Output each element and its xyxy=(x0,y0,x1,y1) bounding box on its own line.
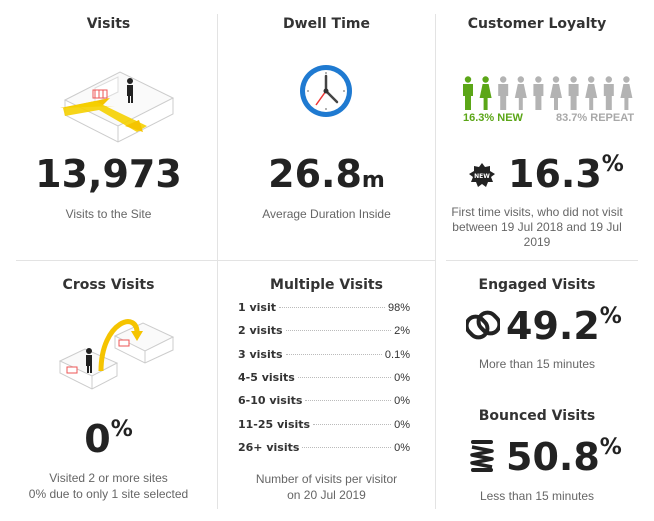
row-value: 0.1% xyxy=(384,348,410,361)
visits-title: Visits xyxy=(86,16,131,32)
row-label: 6-10 visits xyxy=(238,394,303,408)
multiple-title: Multiple Visits xyxy=(270,277,383,293)
loyalty-unit: % xyxy=(601,152,624,177)
bounced-panel: Bounced Visits 50.8% Less than 15 minute… xyxy=(436,391,638,521)
loyalty-title: Customer Loyalty xyxy=(467,16,607,32)
multiple-visits-row: 1 visit 98% xyxy=(238,301,410,319)
spring-icon xyxy=(470,440,494,472)
person-repeat-icon xyxy=(498,76,509,110)
new-badge-icon: NEW xyxy=(469,163,495,187)
multiple-visits-row: 11-25 visits 0% xyxy=(238,418,410,436)
person-repeat-icon xyxy=(550,76,562,110)
engaged-caption: More than 15 minutes xyxy=(478,357,596,371)
cross-site-icon xyxy=(58,319,175,390)
row-label: 1 visit xyxy=(238,301,277,314)
divider-horizontal-left xyxy=(16,260,436,261)
person-repeat-icon xyxy=(568,76,579,110)
cross-caption-1: Visited 2 or more sites xyxy=(49,471,168,485)
row-value: 98% xyxy=(387,302,410,314)
row-leader xyxy=(279,307,385,308)
row-label: 4-5 visits xyxy=(238,370,295,384)
multiple-caption-2: on 20 Jul 2019 xyxy=(287,488,366,502)
row-leader xyxy=(285,330,392,332)
row-leader xyxy=(302,446,392,448)
dwell-caption: Average Duration Inside xyxy=(262,207,391,221)
multiple-visits-row: 4-5 visits 0% xyxy=(238,371,410,389)
new-badge-text: NEW xyxy=(474,173,490,180)
divider-vertical-2 xyxy=(435,14,436,509)
loyalty-repeat-label: 83.7% REPEAT xyxy=(556,112,635,124)
multiple-caption-1: Number of visits per visitor xyxy=(255,472,398,486)
row-leader xyxy=(313,423,392,425)
person-repeat-icon xyxy=(514,76,527,110)
dwell-title: Dwell Time xyxy=(283,16,370,32)
visits-caption: Visits to the Site xyxy=(65,207,152,221)
person-new-icon xyxy=(463,76,473,110)
multiple-visits-row: 6-10 visits 0% xyxy=(238,394,410,412)
row-value: 0% xyxy=(394,441,410,454)
loyalty-new-label: 16.3% NEW xyxy=(463,112,523,124)
person-repeat-icon xyxy=(533,76,544,110)
engaged-value: 49.2% xyxy=(506,304,622,348)
bounced-unit: % xyxy=(599,435,622,460)
cross-caption-2: 0% due to only 1 site selected xyxy=(28,487,189,501)
row-value: 2% xyxy=(394,325,410,338)
bounced-title: Bounced Visits xyxy=(478,408,596,424)
multiple-visits-row: 2 visits 2% xyxy=(238,324,410,342)
engaged-unit: % xyxy=(599,304,622,329)
cross-panel: Cross Visits 0% Visited 2 or more sites … xyxy=(0,261,217,521)
bounced-number: 50.8 xyxy=(506,435,600,479)
dwell-number: 26.8 xyxy=(268,152,362,196)
row-label: 11-25 visits xyxy=(238,417,311,431)
cross-number: 0 xyxy=(84,417,111,461)
chain-link-icon xyxy=(466,310,500,340)
divider-horizontal-right xyxy=(446,260,638,261)
bounced-caption: Less than 15 minutes xyxy=(479,489,595,503)
person-new-icon xyxy=(479,76,492,110)
multiple-visits-row: 26+ visits 0% xyxy=(238,441,410,459)
row-label: 3 visits xyxy=(238,347,283,361)
person-repeat-icon xyxy=(585,76,598,110)
dwell-unit: m xyxy=(361,168,385,193)
bounced-value: 50.8% xyxy=(506,435,622,479)
building-entry-icon xyxy=(60,71,175,143)
cross-value: 0% xyxy=(0,417,217,461)
multiple-panel: Multiple Visits 1 visit 98% 2 visits 2% 3 vi… xyxy=(218,261,435,521)
row-value: 0% xyxy=(394,418,410,431)
clock-icon xyxy=(300,65,352,117)
person-repeat-icon xyxy=(620,76,633,110)
divider-vertical-1 xyxy=(217,14,218,509)
cross-title: Cross Visits xyxy=(62,277,155,293)
loyalty-panel: Customer Loyalty 16.3% NEW 83.7% REPEAT … xyxy=(436,0,638,260)
dwell-value: 26.8m xyxy=(218,152,435,196)
person-repeat-icon xyxy=(603,76,614,110)
row-leader xyxy=(297,376,392,378)
loyalty-value: 16.3% xyxy=(508,152,624,196)
engaged-number: 49.2 xyxy=(506,304,600,348)
loyalty-number: 16.3 xyxy=(508,152,602,196)
row-value: 0% xyxy=(394,395,410,408)
visits-panel: Visits 13,973 Visits to the Site xyxy=(0,0,217,260)
row-label: 26+ visits xyxy=(238,440,300,454)
visits-value: 13,973 xyxy=(35,152,182,196)
row-value: 0% xyxy=(394,371,410,384)
row-label: 2 visits xyxy=(238,324,283,338)
loyalty-caption: First time visits, who did not visit bet… xyxy=(451,205,623,249)
cross-unit: % xyxy=(110,417,133,442)
engaged-title: Engaged Visits xyxy=(478,277,596,293)
multiple-visits-row: 3 visits 0.1% xyxy=(238,348,410,366)
engaged-panel: Engaged Visits 49.2% More than 15 minute… xyxy=(436,261,638,391)
people-icons xyxy=(463,76,633,110)
row-leader xyxy=(285,353,382,355)
dwell-panel: Dwell Time 26.8m Average Duration Inside xyxy=(218,0,435,260)
row-leader xyxy=(305,400,392,402)
